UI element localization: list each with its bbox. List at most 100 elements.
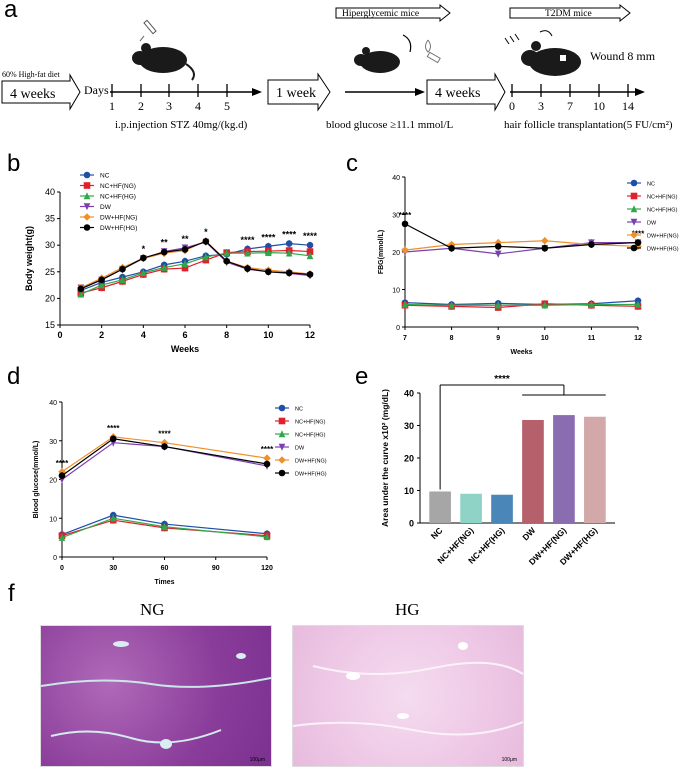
panel-label-a: a — [4, 0, 18, 23]
b-significance-mark: ** — [161, 238, 169, 248]
scale-bar-hg: 100μm — [501, 757, 517, 763]
c-point — [634, 300, 642, 308]
d-xtick-label: 30 — [109, 565, 117, 572]
c-series-line-2 — [404, 303, 638, 306]
b-significance-mark: * — [204, 227, 208, 237]
t2dm-arrow-box — [509, 3, 631, 23]
d-point — [263, 460, 271, 468]
day-tick-label-5: 5 — [224, 99, 230, 113]
d-series-line-4 — [61, 436, 268, 473]
c-legend-label: NC+HF(HG) — [647, 208, 678, 214]
c-point — [588, 241, 595, 248]
c-point — [401, 220, 409, 228]
d-xtick-label: 0 — [60, 565, 64, 572]
b-point — [181, 260, 189, 268]
d-significance-mark: **** — [158, 430, 171, 439]
d-ytick-label: 10 — [49, 516, 57, 523]
b-significance-mark: * — [142, 244, 146, 254]
c-xtick-label: 9 — [496, 335, 500, 342]
chart-c-fbg: 0 10 20 30 40 7 8 9 10 11 12 Weeks FBG(mmol/L) **** **… — [378, 175, 679, 356]
histology-image-hg: 100μm — [292, 625, 524, 767]
d-significance-mark: **** — [56, 459, 69, 468]
b-point — [160, 263, 168, 271]
c-point — [541, 301, 549, 309]
syringe-icon-1 — [139, 19, 157, 42]
c-point — [494, 250, 502, 258]
b-point — [306, 248, 314, 255]
d-point — [109, 514, 117, 522]
b-point — [98, 276, 105, 284]
c-significance-mark: **** — [399, 211, 412, 220]
histology-image-ng: 100μm — [40, 625, 272, 767]
c-ytick-label: 10 — [392, 288, 400, 295]
wound-axis-arrowhead — [635, 88, 645, 96]
e-ytick-label: 20 — [404, 454, 414, 464]
b-legend-marker — [83, 171, 91, 179]
days-axis-arrowhead — [252, 88, 262, 96]
e-category-label-0: NC — [429, 525, 445, 541]
d-significance-mark: **** — [261, 445, 274, 454]
day-tick-label-4: 4 — [195, 99, 201, 113]
b-legend-label: DW+HF(HG) — [100, 225, 137, 232]
diet-label: 60% High-fat diet — [2, 70, 61, 79]
b-xtick-label: 4 — [141, 330, 146, 340]
glucose-text: blood glucose ≥11.1 mmol/L — [326, 119, 454, 131]
c-legend-marker — [630, 179, 638, 187]
d-legend-marker — [278, 417, 286, 425]
day-tick-label-1: 1 — [109, 99, 115, 113]
b-point — [223, 257, 230, 265]
d-ylabel: Blood glucose(mmol/L) — [33, 441, 40, 519]
b-legend-marker — [83, 224, 91, 231]
d-xtick-label: 90 — [212, 565, 220, 572]
b-point — [119, 275, 126, 284]
b-series-line-0 — [80, 243, 311, 291]
d-legend-label: NC — [295, 407, 303, 413]
c-legend-marker — [630, 192, 638, 200]
c-legend-label: NC — [647, 182, 655, 188]
d-legend-label: NC+HF(NG) — [295, 420, 326, 426]
b-point — [244, 265, 251, 272]
chart-b-body-weight: 15 20 25 30 35 40 0 2 4 6 8 10 12 Weeks Body weight(g)… — [24, 171, 317, 354]
b-xlabel: Weeks — [171, 344, 199, 354]
b-legend-marker — [83, 192, 91, 200]
weeks2-text: 4 weeks — [435, 86, 481, 101]
b-point — [181, 264, 189, 272]
d-ytick-label: 20 — [49, 478, 57, 485]
b-point — [119, 265, 126, 273]
c-ylabel: FBG(mmol/L) — [378, 230, 385, 274]
mouse-icon-3 — [521, 41, 581, 76]
b-point — [181, 246, 189, 253]
panel-label-f: f — [8, 580, 15, 607]
c-point — [634, 239, 642, 246]
ng-texture — [41, 641, 271, 749]
c-xlabel: Weeks — [510, 349, 532, 356]
wound-square — [560, 55, 566, 61]
b-point — [223, 249, 230, 257]
d-point — [263, 533, 271, 541]
b-significance-mark: **** — [240, 235, 255, 245]
transplant-text: hair follicle transplantation(5 FU/cm²) — [504, 119, 673, 131]
weeks2-arrow-box — [426, 72, 506, 112]
d-ytick-label: 0 — [53, 555, 57, 562]
b-legend-label: DW+HF(NG) — [100, 215, 137, 222]
e-bar-0 — [429, 491, 451, 523]
wound-day-tick-label-7: 7 — [567, 99, 573, 113]
b-point — [306, 271, 314, 278]
c-legend-label: DW+HF(NG) — [647, 234, 679, 240]
chart-e-auc: 0 10 20 30 40 Area under the curve x10² (mg/d… — [380, 374, 615, 567]
b-point — [306, 252, 314, 260]
b-point — [306, 241, 314, 249]
b-series-line-2 — [80, 252, 311, 295]
panel-label-b: b — [7, 150, 21, 177]
c-point — [401, 246, 409, 254]
c-point — [401, 300, 409, 308]
b-ytick-label: 15 — [45, 320, 55, 330]
c-legend-label: NC+HF(NG) — [647, 195, 678, 201]
ng-title: NG — [140, 600, 165, 619]
b-point — [140, 269, 147, 277]
c-series-line-5 — [404, 223, 639, 249]
e-ytick-label: 40 — [404, 389, 414, 399]
week-arrow-box — [267, 72, 331, 112]
b-significance-mark: ** — [181, 234, 189, 244]
b-legend-label: NC — [100, 173, 110, 180]
